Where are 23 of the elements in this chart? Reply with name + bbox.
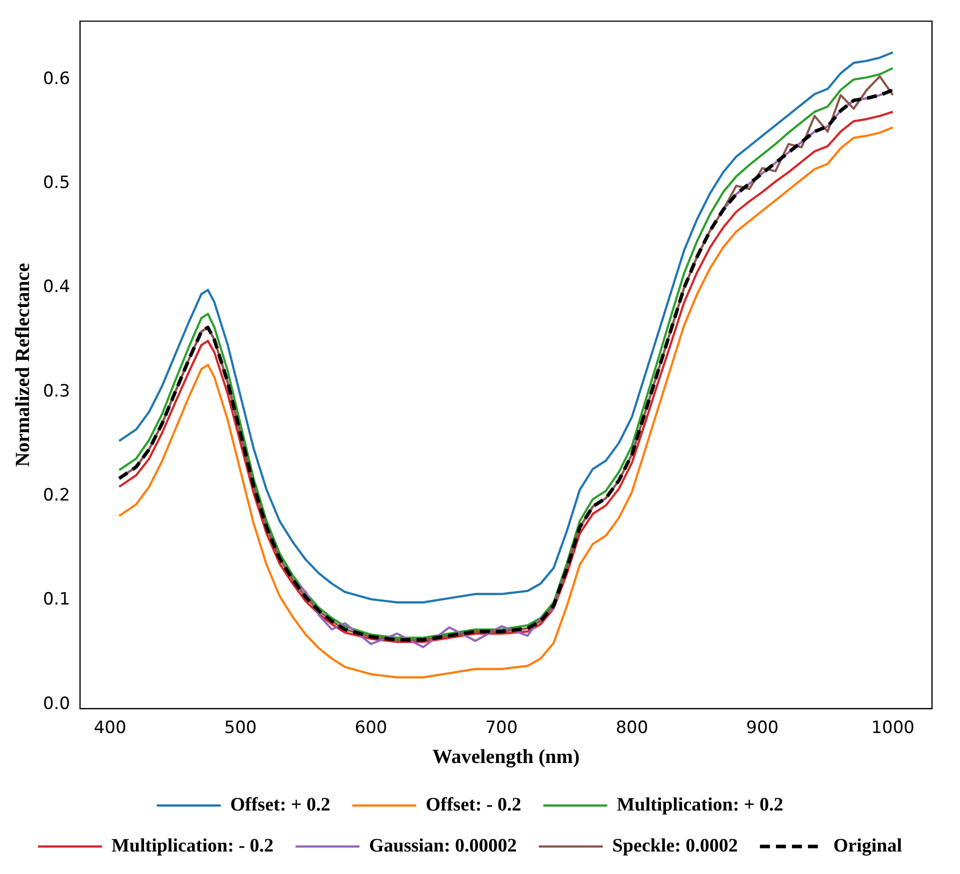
legend-label: Offset: - 0.2 <box>426 794 522 816</box>
legend-label: Speckle: 0.0002 <box>612 835 738 856</box>
y-tick-label: 0.3 <box>42 381 70 402</box>
y-axis-title: Normalized Reflectance <box>12 262 34 467</box>
x-tick-label: 500 <box>224 718 257 738</box>
x-tick-label: 1000 <box>871 718 914 738</box>
y-tick-label: 0.4 <box>42 277 70 298</box>
legend-label: Multiplication: + 0.2 <box>616 794 784 816</box>
x-axis-title: Wavelength (nm) <box>432 746 580 768</box>
x-tick-label: 700 <box>485 718 518 738</box>
legend-label: Gaussian: 0.00002 <box>368 835 517 856</box>
legend-label: Original <box>833 835 902 856</box>
x-tick-label: 900 <box>746 718 779 738</box>
y-tick-label: 0.6 <box>42 68 70 89</box>
x-tick-label: 800 <box>616 718 648 738</box>
y-tick-label: 0.0 <box>42 694 70 714</box>
y-tick-label: 0.1 <box>42 590 70 610</box>
x-tick-label: 600 <box>354 718 388 738</box>
y-tick-label: 0.2 <box>42 486 70 506</box>
x-tick-label: 400 <box>94 718 126 738</box>
legend-label: Offset: + 0.2 <box>230 794 330 816</box>
legend-label: Multiplication: - 0.2 <box>111 835 274 856</box>
y-tick-label: 0.5 <box>42 173 70 194</box>
